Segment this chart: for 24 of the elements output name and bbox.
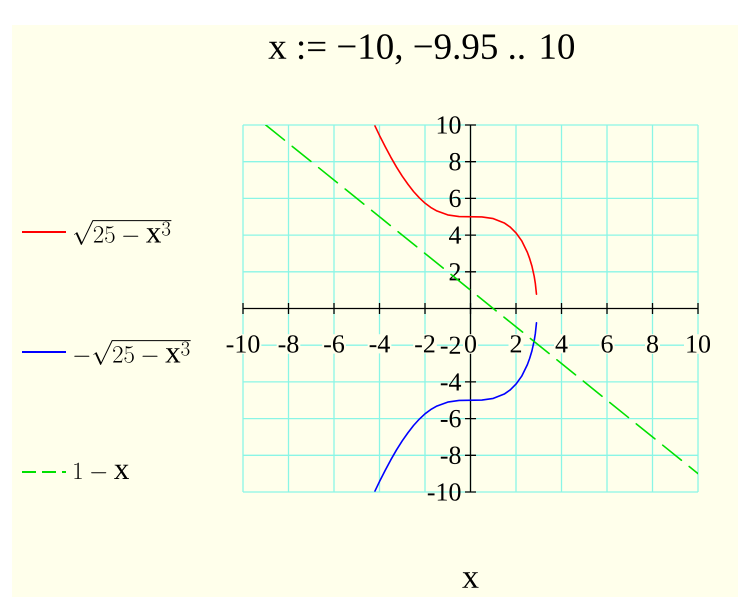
- y-tick-label: 6: [450, 190, 461, 208]
- x-tick-label: -8: [278, 335, 298, 353]
- x-tick-label: -6: [324, 335, 344, 353]
- legend-label: $-\sqrt{25-\mathrm{x}^{3}}$: [74, 340, 191, 365]
- y-tick-label: 4: [449, 226, 462, 244]
- x-tick-label: -4: [370, 335, 390, 352]
- x-tick-label: 0: [464, 335, 476, 353]
- x-axis-title: x: [462, 572, 479, 588]
- y-tick-label: 10: [438, 116, 460, 134]
- x-tick-label: -10: [226, 335, 260, 353]
- x-tick-label: 10: [687, 335, 710, 353]
- legend-label: $1-\mathrm{x}$: [74, 462, 129, 479]
- y-tick-label: -4: [440, 373, 462, 390]
- x-tick-label: 8: [646, 335, 658, 353]
- x-tick-label: 6: [602, 335, 613, 353]
- legend-label: $\sqrt{25-\mathrm{x}^{3}}$: [74, 220, 172, 245]
- x-tick-label: 2: [510, 335, 522, 352]
- x-tick-label: -2: [415, 335, 434, 352]
- x-tick-label: 4: [556, 335, 568, 352]
- y-tick-label: 8: [449, 152, 460, 170]
- chart-title: x := −10, −9.95 .. 10: [268, 34, 574, 64]
- y-tick-label: -6: [440, 410, 461, 428]
- y-tick-label: -8: [440, 446, 460, 464]
- y-tick-label: -10: [428, 483, 460, 501]
